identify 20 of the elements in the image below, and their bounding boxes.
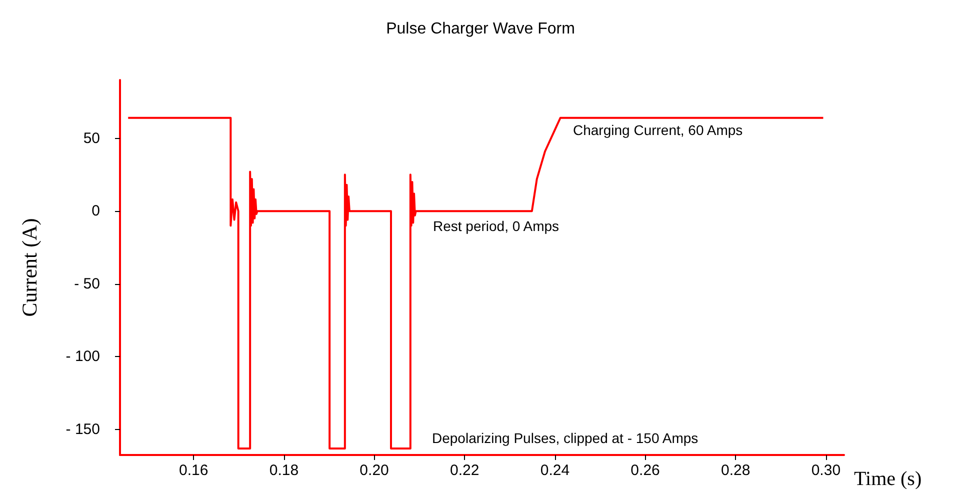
x-tick-label: 0.22 (450, 462, 480, 479)
annotation: Depolarizing Pulses, clipped at - 150 Amps (432, 430, 698, 446)
y-tick-label: 50 (83, 130, 100, 147)
x-tick-label: 0.24 (540, 462, 570, 479)
x-tick-label: 0.26 (630, 462, 660, 479)
y-tick-label: - 50 (74, 275, 100, 292)
y-axis-title: Current (A) (18, 218, 42, 317)
y-tick-label: 0 (92, 202, 100, 220)
line-series (127, 116, 824, 450)
chart-title: Pulse Charger Wave Form (386, 20, 575, 38)
x-tick-label: 0.20 (360, 462, 389, 479)
x-tick-label: 0.30 (811, 462, 841, 479)
x-axis-title: Time (s) (854, 468, 922, 490)
x-tick-label: 0.18 (269, 462, 299, 479)
x-tick-label: 0.16 (179, 462, 208, 479)
x-tick-label: 0.28 (721, 462, 750, 479)
annotation: Rest period, 0 Amps (433, 218, 560, 234)
y-tick-label: - 150 (66, 421, 100, 438)
annotation: Charging Current, 60 Amps (573, 122, 743, 138)
y-tick-label: - 100 (66, 348, 100, 366)
